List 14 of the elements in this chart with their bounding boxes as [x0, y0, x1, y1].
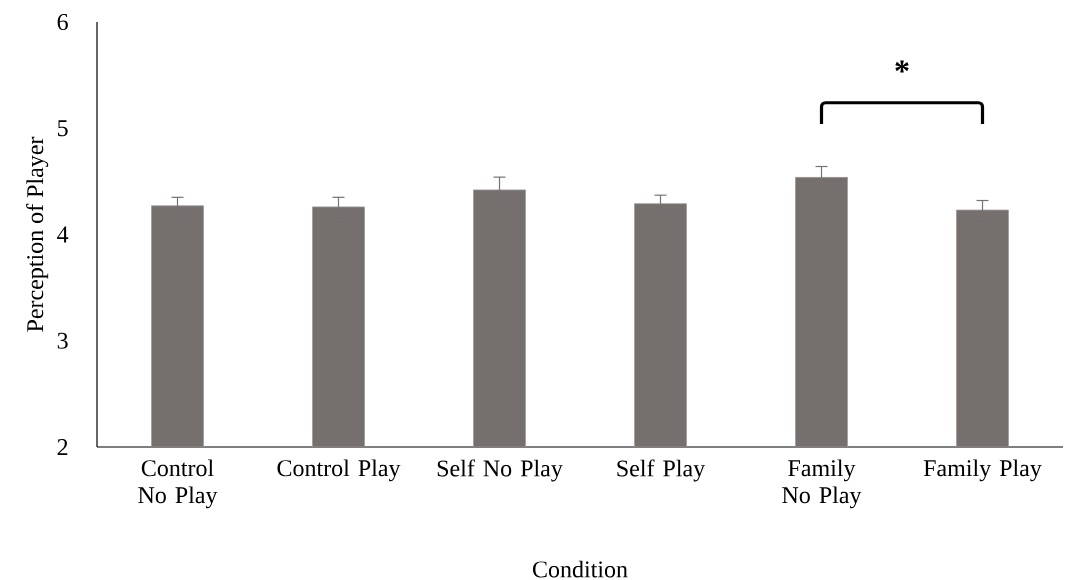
- x-axis-title: Condition: [532, 560, 628, 578]
- x-tick-label: Self Play: [617, 459, 706, 482]
- y-tick-label: 5: [57, 120, 68, 137]
- x-tick-label: Control No Play: [138, 459, 218, 509]
- y-tick-label: 4: [57, 226, 69, 243]
- y-axis-title: Perception of Player: [26, 136, 49, 332]
- annotation: *: [895, 60, 909, 73]
- y-tick-label: 3: [57, 332, 68, 349]
- x-tick-label: Family Play: [923, 459, 1042, 482]
- x-tick-label: Control Play: [277, 459, 401, 482]
- x-tick-label: Self No Play: [437, 459, 563, 482]
- y-tick-label: 6: [57, 13, 68, 31]
- y-tick-label: 2: [57, 439, 68, 455]
- x-tick-label: Family No Play: [782, 459, 862, 509]
